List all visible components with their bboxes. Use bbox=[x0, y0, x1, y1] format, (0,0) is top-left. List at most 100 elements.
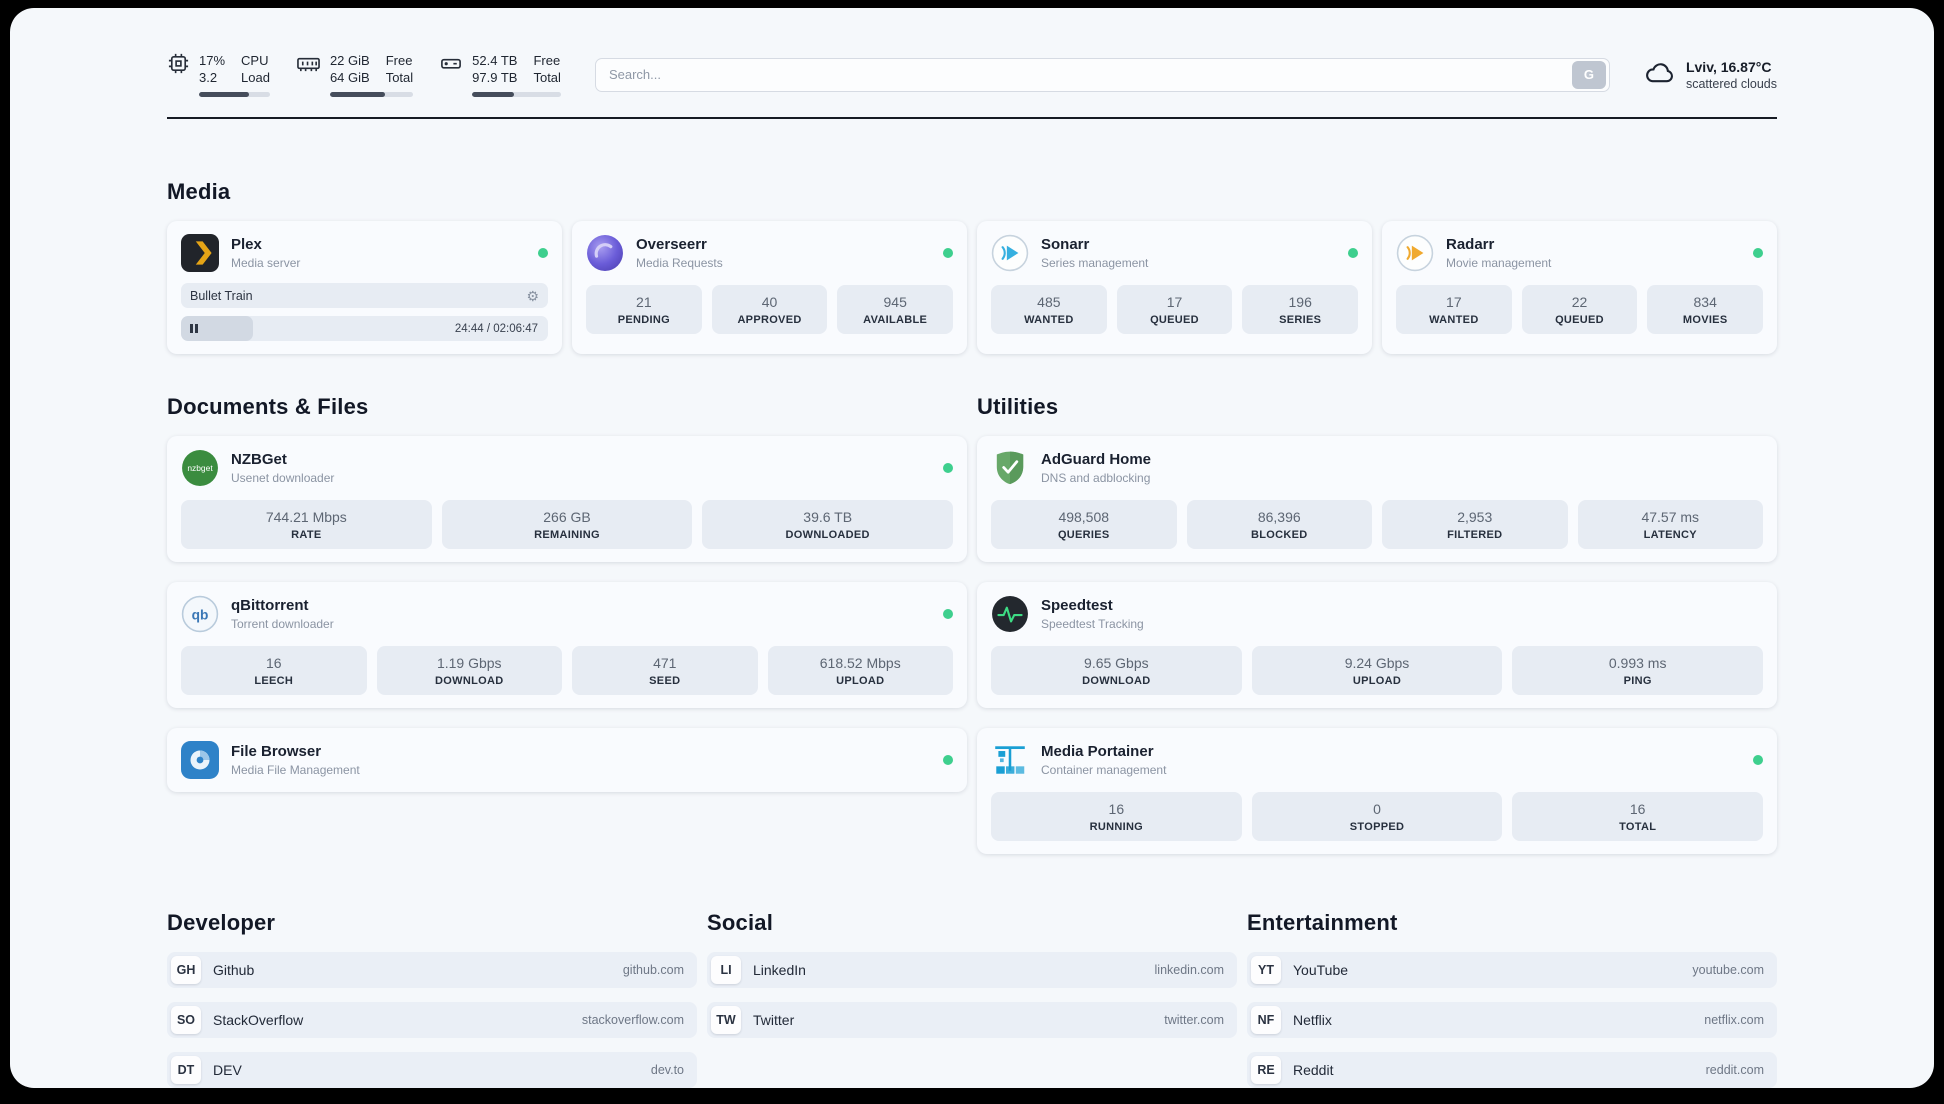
stat-value: 485 bbox=[1037, 294, 1061, 310]
link-badge: RE bbox=[1251, 1056, 1281, 1084]
service-card-adguard[interactable]: AdGuard Home DNS and adblocking 498,508 … bbox=[977, 436, 1777, 562]
service-card-qbittorrent[interactable]: qb qBittorrent Torrent downloader 16 LEE… bbox=[167, 582, 967, 708]
service-name: Plex bbox=[231, 236, 262, 253]
service-subtitle: Usenet downloader bbox=[231, 471, 335, 485]
stat-tile: 21 PENDING bbox=[586, 285, 702, 334]
stat-label: LATENCY bbox=[1643, 529, 1697, 541]
ram-metric: 22 GiB 64 GiB Free Total bbox=[296, 52, 414, 97]
service-name: AdGuard Home bbox=[1041, 451, 1152, 468]
service-subtitle: Media File Management bbox=[231, 763, 360, 777]
link-name: YouTube bbox=[1293, 962, 1349, 978]
link-badge: LI bbox=[711, 956, 741, 984]
section-heading-utilities: Utilities bbox=[977, 394, 1059, 419]
service-card-sonarr[interactable]: Sonarr Series management 485 WANTED 17 Q… bbox=[977, 221, 1372, 354]
link-item-netflix[interactable]: NF Netflix netflix.com bbox=[1247, 1002, 1777, 1038]
dashboard-page: 17% 3.2 CPU Load bbox=[10, 8, 1934, 1088]
ram-values: 22 GiB 64 GiB bbox=[330, 52, 370, 86]
qbittorrent-icon: qb bbox=[181, 595, 219, 633]
link-domain: netflix.com bbox=[1704, 1013, 1764, 1027]
stat-value: 9.24 Gbps bbox=[1344, 655, 1410, 671]
stat-tile: 17 QUEUED bbox=[1116, 285, 1233, 334]
stat-label: QUERIES bbox=[1057, 529, 1110, 541]
link-item-twitter[interactable]: TW Twitter twitter.com bbox=[707, 1002, 1237, 1038]
search-engine-button[interactable]: G bbox=[1571, 60, 1606, 89]
ram-labels: Free Total bbox=[386, 52, 413, 86]
sonarr-icon bbox=[991, 234, 1029, 272]
cpu-label: CPU bbox=[241, 53, 269, 68]
stat-value: 22 bbox=[1571, 294, 1588, 310]
stat-tile: 834 MOVIES bbox=[1647, 285, 1764, 334]
cpu-usage-value: 17% bbox=[199, 53, 226, 68]
link-domain: twitter.com bbox=[1164, 1013, 1224, 1027]
total-label: Total bbox=[385, 70, 414, 85]
service-subtitle: Speedtest Tracking bbox=[1041, 617, 1144, 631]
link-domain: reddit.com bbox=[1705, 1063, 1764, 1077]
utilities-column: Utilities AdGuard Home bbox=[977, 354, 1777, 854]
stat-label: SEED bbox=[649, 675, 681, 687]
stat-tile: 40 APPROVED bbox=[711, 285, 828, 334]
stat-label: RATE bbox=[291, 529, 322, 541]
service-card-speedtest[interactable]: Speedtest Speedtest Tracking 9.65 Gbps D… bbox=[977, 582, 1777, 708]
stat-value: 9.65 Gbps bbox=[1084, 655, 1149, 671]
gear-icon[interactable]: ⚙ bbox=[526, 287, 539, 304]
now-playing-title: Bullet Train bbox=[190, 288, 253, 303]
link-name: Reddit bbox=[1293, 1062, 1334, 1078]
topbar-divider bbox=[167, 117, 1777, 119]
stat-value: 16 bbox=[265, 655, 282, 671]
service-card-overseerr[interactable]: Overseerr Media Requests 21 PENDING 40 A… bbox=[572, 221, 967, 354]
stat-label: WANTED bbox=[1024, 314, 1074, 326]
cpu-icon bbox=[167, 52, 190, 97]
now-playing-row: Bullet Train ⚙ bbox=[181, 283, 548, 308]
stat-tile: 9.65 Gbps DOWNLOAD bbox=[991, 646, 1242, 695]
stat-tile: 9.24 Gbps UPLOAD bbox=[1251, 646, 1503, 695]
service-card-plex[interactable]: Plex Media server Bullet Train ⚙ 24:44 /… bbox=[167, 221, 562, 354]
stat-value: 471 bbox=[653, 655, 677, 671]
stat-value: 21 bbox=[636, 294, 652, 310]
stat-label: DOWNLOAD bbox=[435, 675, 504, 687]
speedtest-icon bbox=[991, 595, 1029, 633]
search-bar: G bbox=[594, 57, 1610, 92]
service-subtitle: Series management bbox=[1041, 256, 1149, 270]
service-card-nzbget[interactable]: nzbget NZBGet Usenet downloader 744.21 M… bbox=[167, 436, 967, 562]
stat-tile: 16 RUNNING bbox=[991, 792, 1242, 841]
link-item-dev[interactable]: DT DEV dev.to bbox=[167, 1052, 697, 1088]
stat-tile: 945 AVAILABLE bbox=[837, 285, 954, 334]
cpu-values: 17% 3.2 bbox=[199, 52, 225, 86]
link-name: Github bbox=[213, 962, 255, 978]
link-item-stackoverflow[interactable]: SO StackOverflow stackoverflow.com bbox=[167, 1002, 697, 1038]
stat-label: UPLOAD bbox=[836, 675, 885, 687]
link-badge: YT bbox=[1251, 956, 1281, 984]
search-input[interactable] bbox=[598, 67, 1572, 82]
stat-value: 498,508 bbox=[1058, 509, 1110, 525]
stat-tile: 2,953 FILTERED bbox=[1382, 500, 1568, 549]
cpu-load-value: 3.2 bbox=[199, 70, 218, 85]
stat-value: 86,396 bbox=[1257, 509, 1301, 525]
stat-tile: 47.57 ms LATENCY bbox=[1577, 500, 1763, 549]
service-subtitle: Movie management bbox=[1446, 256, 1552, 270]
stat-value: 2,953 bbox=[1457, 509, 1493, 525]
link-domain: stackoverflow.com bbox=[581, 1013, 684, 1027]
pause-button[interactable] bbox=[190, 324, 198, 333]
service-subtitle: Container management bbox=[1041, 763, 1167, 777]
service-card-filebrowser[interactable]: File Browser Media File Management bbox=[167, 728, 967, 792]
link-name: DEV bbox=[213, 1062, 242, 1078]
stat-value: 17 bbox=[1446, 294, 1462, 310]
cpu-labels: CPU Load bbox=[241, 52, 270, 86]
stat-value: 744.21 Mbps bbox=[265, 509, 347, 525]
link-item-youtube[interactable]: YT YouTube youtube.com bbox=[1247, 952, 1777, 988]
service-card-portainer[interactable]: Media Portainer Container management 16 … bbox=[977, 728, 1777, 854]
stat-label: APPROVED bbox=[737, 314, 802, 326]
link-item-reddit[interactable]: RE Reddit reddit.com bbox=[1247, 1052, 1777, 1088]
link-item-github[interactable]: GH Github github.com bbox=[167, 952, 697, 988]
qbittorrent-icon-text: qb bbox=[192, 607, 209, 622]
service-name: File Browser bbox=[231, 743, 322, 760]
load-label: Load bbox=[241, 70, 270, 85]
stat-label: DOWNLOADED bbox=[785, 529, 870, 541]
playback-time: 24:44 / 02:06:47 bbox=[454, 322, 538, 335]
stat-tile: 0.993 ms PING bbox=[1512, 646, 1764, 695]
link-item-linkedin[interactable]: LI LinkedIn linkedin.com bbox=[707, 952, 1237, 988]
disk-progress-bar bbox=[472, 92, 561, 97]
stat-value: 16 bbox=[1629, 801, 1646, 817]
link-lists: Developer GH Github github.com SO StackO… bbox=[167, 910, 1777, 1088]
service-card-radarr[interactable]: Radarr Movie management 17 WANTED 22 QUE… bbox=[1382, 221, 1777, 354]
